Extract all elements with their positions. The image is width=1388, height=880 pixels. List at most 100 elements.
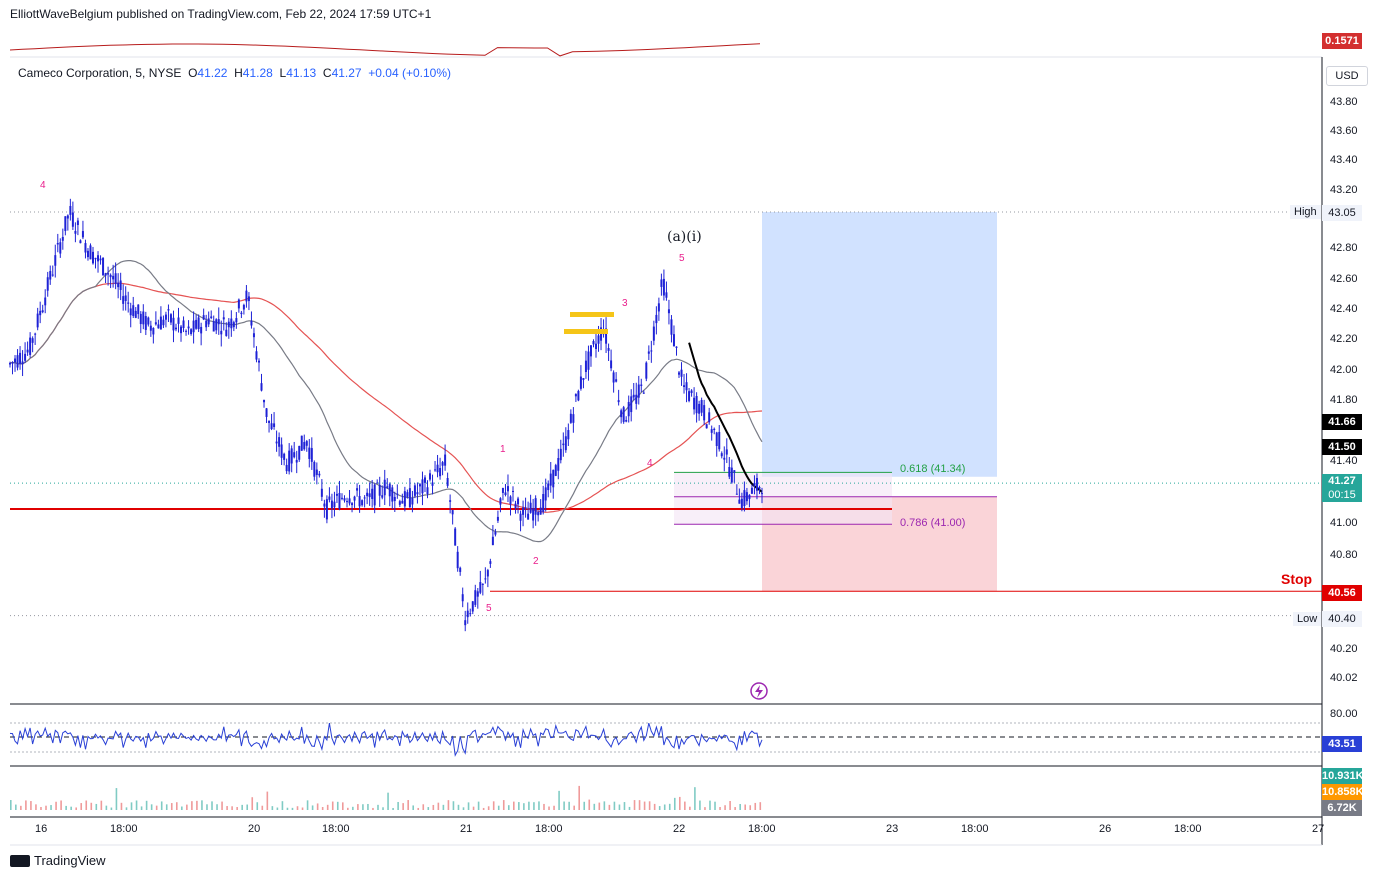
candle-body	[363, 497, 366, 499]
candle-body	[240, 312, 243, 315]
candle-body	[368, 493, 371, 498]
last-price-badge: 41.27 00:15	[1322, 474, 1362, 502]
volume-bar	[598, 802, 601, 810]
candle-body	[59, 242, 62, 254]
candle-body	[185, 330, 188, 332]
candle-body	[388, 484, 391, 497]
candle-body	[592, 341, 595, 345]
candle-body	[117, 282, 120, 288]
candle-body	[109, 274, 112, 278]
volume-badge-2: 10.858K	[1322, 784, 1364, 800]
candle-body	[381, 495, 384, 498]
volume-bar	[719, 807, 721, 810]
volume-bar	[80, 803, 83, 810]
candle-body	[542, 494, 545, 512]
volume-bar	[65, 805, 67, 810]
volume-bar	[749, 805, 752, 810]
candle-body	[620, 410, 623, 418]
time-tick: 21	[460, 823, 473, 835]
volume-bar	[372, 807, 374, 810]
candle-body	[94, 257, 97, 260]
candle-body	[386, 486, 389, 488]
candle-body	[675, 346, 678, 348]
candle-body	[190, 329, 193, 335]
candle-body	[657, 303, 660, 312]
volume-bar	[628, 806, 631, 810]
currency-button[interactable]: USD	[1326, 66, 1368, 86]
candle-body	[308, 447, 311, 459]
price-tick: 43.20	[1330, 184, 1358, 196]
volume-bar	[487, 806, 490, 810]
candle-body	[192, 320, 195, 333]
candle-body	[31, 338, 34, 343]
candle-body	[532, 508, 535, 521]
candle-body	[738, 499, 741, 504]
volume-bar	[588, 799, 591, 810]
volume-bar	[668, 803, 671, 810]
candle-body	[343, 498, 346, 501]
volume-bar	[427, 807, 430, 810]
volume-bar	[20, 805, 22, 810]
candle-body	[275, 441, 278, 444]
candle-body	[137, 304, 140, 315]
candle-body	[97, 255, 100, 262]
candle-body	[622, 407, 625, 422]
candle-body	[49, 271, 52, 280]
candle-body	[615, 379, 618, 382]
wave-label-5: 5	[486, 603, 492, 614]
candle-body	[461, 594, 464, 602]
open-value: 41.22	[197, 66, 228, 80]
candle-body	[119, 280, 122, 290]
candle-body	[652, 326, 655, 341]
candle-body	[449, 500, 452, 502]
lightning-icon[interactable]	[750, 682, 768, 700]
close-value: 41.27	[331, 66, 362, 80]
candle-body	[436, 464, 439, 473]
candle-body	[589, 345, 592, 357]
highlight-bar	[570, 312, 614, 317]
volume-bar	[578, 785, 581, 810]
candle-body	[61, 236, 64, 241]
price-tick: 41.40	[1330, 455, 1358, 467]
candle-body	[600, 327, 603, 341]
volume-bar	[447, 800, 450, 810]
candle-body	[630, 396, 633, 413]
volume-badge-3: 6.72K	[1322, 800, 1362, 816]
volume-bar	[457, 804, 460, 810]
candle-body	[257, 360, 260, 363]
candle-body	[537, 512, 540, 516]
candle-body	[439, 467, 442, 477]
volume-bar	[326, 804, 329, 810]
candle-body	[71, 212, 74, 227]
candle-body	[215, 319, 218, 331]
candle-series	[9, 198, 763, 632]
candle-body	[376, 482, 379, 484]
candle-body	[408, 488, 411, 508]
candle-body	[79, 240, 82, 244]
time-tick: 27	[1312, 823, 1325, 835]
candle-body	[263, 399, 266, 403]
time-tick: 16	[35, 823, 48, 835]
volume-bar	[533, 802, 535, 810]
candle-body	[730, 467, 733, 483]
volume-bar	[387, 792, 389, 810]
volume-bar	[45, 805, 47, 810]
volume-bar	[231, 806, 233, 810]
candle-body	[371, 488, 374, 499]
candle-body	[56, 243, 59, 245]
candle-body	[212, 321, 215, 332]
candle-body	[19, 352, 22, 364]
candle-body	[149, 325, 152, 331]
candle-body	[688, 391, 691, 401]
candle-body	[41, 310, 44, 313]
candle-body	[534, 498, 537, 515]
candle-body	[180, 326, 183, 334]
candle-body	[667, 309, 670, 314]
volume-bar	[658, 806, 661, 810]
candle-body	[683, 385, 686, 387]
volume-bar	[246, 804, 249, 810]
volume-bar	[10, 800, 12, 810]
volume-bar	[221, 801, 223, 810]
tradingview-brand[interactable]: TradingView	[10, 853, 106, 868]
